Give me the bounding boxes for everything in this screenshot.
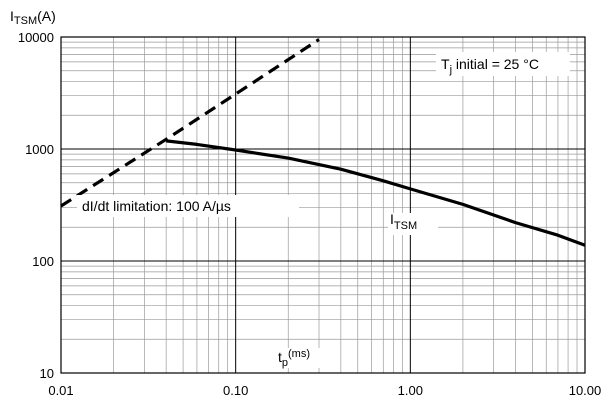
y-tick-label: 100	[32, 254, 54, 269]
plot-frame	[60, 36, 586, 374]
curve-label-bg	[388, 213, 438, 235]
y-axis-label-main: I	[10, 8, 14, 24]
x-label-bg	[274, 348, 332, 368]
x-axis-label-unit: (ms)	[288, 348, 310, 360]
x-tick-label: 0.01	[48, 383, 73, 398]
x-axis-label-main: t	[278, 349, 282, 365]
tick-labels: 0.01 0.10 1.00 10.00 10 100 1000 10000	[18, 30, 601, 398]
tj-prefix: T	[441, 56, 450, 72]
curve-label-sub: TSM	[394, 220, 417, 232]
y-axis-label-sub: TSM	[14, 15, 37, 27]
x-axis-label-sub: p	[282, 357, 288, 369]
x-tick-label: 1.00	[398, 383, 423, 398]
y-tick-label: 1000	[25, 142, 54, 157]
didt-annotation: dI/dt limitation: 100 A/µs	[82, 198, 231, 214]
tj-sub: j	[449, 64, 452, 76]
y-tick-label: 10000	[18, 30, 54, 45]
x-tick-label: 10.00	[569, 383, 602, 398]
curve-annotation: ITSM	[390, 211, 417, 232]
curve-label-main: I	[390, 211, 394, 227]
y-axis-label: ITSM(A)	[10, 8, 56, 27]
tj-text: initial = 25 °C	[452, 56, 539, 72]
tj-annotation: Tj initial = 25 °C	[441, 56, 539, 76]
didt-label-bg	[77, 195, 299, 217]
series-group	[60, 38, 586, 247]
x-tick-label: 0.10	[223, 383, 248, 398]
didt-limit-line	[60, 38, 320, 208]
tj-label-bg	[436, 52, 570, 76]
x-axis-label: tp(ms)	[278, 348, 310, 369]
y-axis-label-unit: (A)	[37, 8, 56, 24]
y-tick-label: 10	[40, 366, 54, 381]
itsm-curve	[166, 139, 586, 247]
